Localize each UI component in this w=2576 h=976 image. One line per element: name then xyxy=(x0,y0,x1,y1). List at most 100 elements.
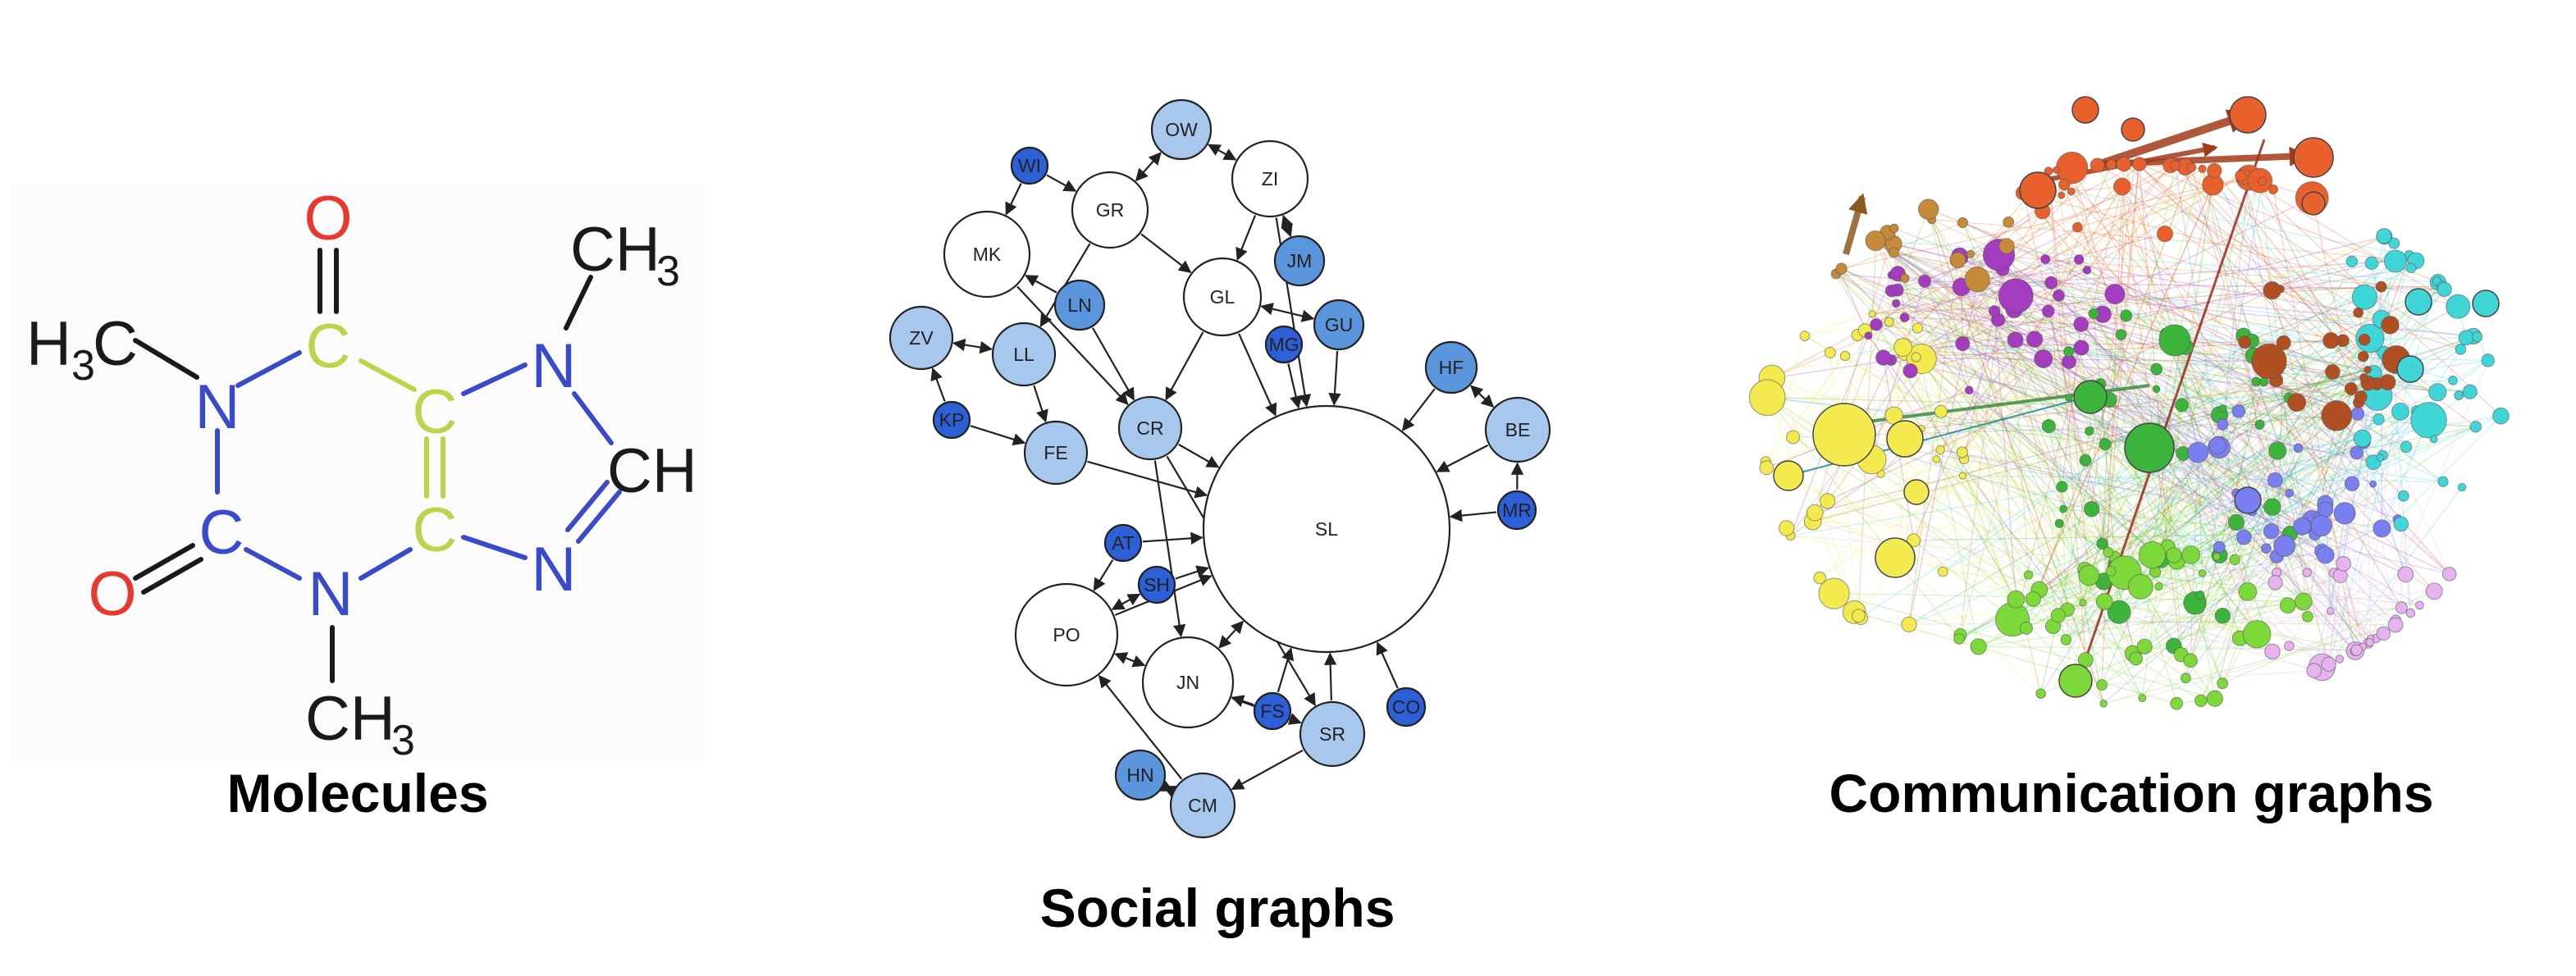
communication-edge xyxy=(1916,356,2086,570)
atom-oxygen-top: O xyxy=(304,184,352,253)
communication-edge xyxy=(2244,341,2402,609)
communication-edge xyxy=(2118,352,2385,613)
communication-edge xyxy=(2099,383,2374,463)
social-node-label: MK xyxy=(973,244,1002,265)
communication-edge xyxy=(2053,612,2411,627)
social-node-label: SL xyxy=(1315,518,1338,540)
communication-edge xyxy=(2139,164,2169,547)
communication-node xyxy=(1839,350,1851,361)
communication-node xyxy=(2138,540,2167,569)
communication-edge xyxy=(1998,254,2454,381)
communication-edge xyxy=(1812,520,2285,547)
social-edge xyxy=(1142,531,1204,545)
social-node-circle xyxy=(1014,582,1119,687)
bond xyxy=(133,543,195,581)
communication-edge xyxy=(2298,447,2381,458)
communication-edge xyxy=(2277,450,2308,573)
communication-edge xyxy=(2274,479,2327,556)
social-edge xyxy=(1165,331,1204,401)
social-node-circle xyxy=(1231,139,1309,218)
communication-node xyxy=(2353,429,2372,448)
social-node-label: KP xyxy=(939,409,965,431)
communication-edge xyxy=(2058,522,2143,699)
communication-edge xyxy=(2065,558,2162,641)
communication-edge xyxy=(1815,512,1943,572)
social-node-circle xyxy=(1010,146,1049,185)
communication-edge xyxy=(1939,334,2167,450)
communication-edge xyxy=(2240,175,2430,421)
communication-node xyxy=(2481,353,2495,367)
communication-node xyxy=(2218,404,2227,413)
communication-edge xyxy=(2222,177,2249,425)
communication-edge xyxy=(1895,303,2323,668)
communication-node xyxy=(2158,324,2191,357)
communication-edge xyxy=(2190,167,2330,664)
communication-node xyxy=(1824,346,1836,358)
communication-edge xyxy=(2055,170,2112,572)
communication-edge xyxy=(1804,335,2191,556)
communication-edge xyxy=(1841,177,2249,270)
communication-edge xyxy=(1835,273,2240,639)
communication-edge xyxy=(1865,330,2326,510)
social-edge xyxy=(1140,233,1192,273)
communication-hub-node xyxy=(2405,288,2432,316)
social-node-hn: HN xyxy=(1114,749,1167,801)
communication-node xyxy=(2321,399,2353,431)
communication-edge xyxy=(2371,262,2382,320)
communication-edge xyxy=(2132,604,2288,654)
communication-edge xyxy=(2156,388,2363,440)
communication-edge xyxy=(2151,180,2261,555)
communication-node xyxy=(2364,365,2372,374)
communication-node xyxy=(1778,520,1795,536)
social-node-circle xyxy=(1273,235,1326,287)
communication-node xyxy=(2391,402,2409,421)
social-edge xyxy=(1401,388,1436,431)
communication-node xyxy=(2136,638,2153,654)
communication-edge xyxy=(2048,426,2104,704)
communication-edge xyxy=(2324,236,2386,510)
social-node-label: CR xyxy=(1136,417,1163,439)
communication-node xyxy=(1956,446,1968,458)
communication-edge xyxy=(2272,254,2410,508)
communication-edge xyxy=(2044,258,2220,548)
communication-node xyxy=(2358,333,2371,346)
communication-hub-node xyxy=(2121,117,2145,142)
communication-node xyxy=(2187,441,2209,463)
communication-edge xyxy=(2016,527,2382,600)
social-edge xyxy=(1153,460,1186,638)
communication-node xyxy=(2085,426,2094,436)
communication-edge xyxy=(1895,303,2203,574)
communication-hub-node xyxy=(2124,422,2175,473)
social-edge xyxy=(1087,460,1208,499)
communication-edge xyxy=(2222,637,2240,684)
communication-edge xyxy=(2214,518,2313,700)
communication-node xyxy=(2055,151,2089,185)
communication-node xyxy=(2170,696,2184,710)
communication-edge xyxy=(2142,624,2396,699)
communication-edge xyxy=(2154,426,2477,572)
communication-edge xyxy=(2071,167,2196,604)
communication-edge xyxy=(2044,258,2352,390)
communication-edge xyxy=(2218,418,2379,548)
communication-edge xyxy=(1976,279,2303,527)
communication-edge xyxy=(1913,540,2013,620)
communication-node xyxy=(1888,247,1899,258)
communication-edge xyxy=(1908,419,2429,625)
communication-edge xyxy=(1835,273,2396,626)
communication-edge xyxy=(2123,163,2218,446)
caption-social-graphs: Social graphs xyxy=(1040,878,1395,938)
communication-edge xyxy=(2103,624,2396,705)
communication-edge xyxy=(2124,185,2213,573)
communication-edge xyxy=(2026,591,2435,629)
communication-edge xyxy=(2135,177,2249,659)
communication-edge xyxy=(1804,335,2201,596)
communication-edge xyxy=(2272,235,2385,291)
communication-edge xyxy=(2199,411,2240,595)
communication-edge xyxy=(2065,180,2261,641)
communication-edge xyxy=(1766,397,1855,613)
communication-edge xyxy=(2055,169,2450,575)
communication-edge xyxy=(2301,526,2402,609)
communication-edge xyxy=(2122,186,2182,655)
communication-edge xyxy=(2048,426,2217,558)
communication-node xyxy=(2023,570,2034,580)
